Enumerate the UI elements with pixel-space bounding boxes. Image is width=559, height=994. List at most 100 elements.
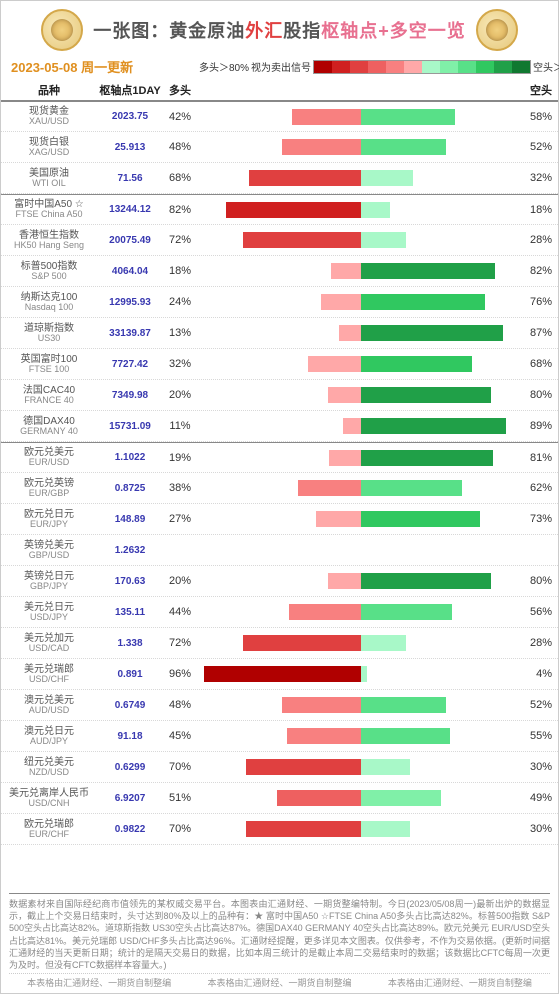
pivot-value: 2023.75 [97,111,163,122]
bar-long [321,294,360,310]
short-pct: 28% [524,637,558,649]
pivot-value: 33139.87 [97,328,163,339]
table-row: 美元兑离岸人民币USD/CNH6.920751%49% [1,783,558,814]
pivot-value: 148.89 [97,514,163,525]
bar-short [361,387,492,403]
instrument-name: 纽元兑美元NZD/USD [1,757,97,778]
pivot-value: 12995.93 [97,297,163,308]
instrument-name: 现货黄金XAU/USD [1,106,97,127]
short-pct: 62% [524,482,558,494]
pivot-value: 135.11 [97,607,163,618]
bar-short [361,604,453,620]
instrument-name: 美元兑离岸人民币USD/CNH [1,788,97,809]
bar-long [282,697,360,713]
pivot-value: 91.18 [97,731,163,742]
bar-long [282,139,360,155]
short-pct: 52% [524,699,558,711]
instrument-name: 欧元兑美元EUR/USD [1,447,97,468]
bar-long [277,790,360,806]
bar-short [361,263,495,279]
legend-long-thresh: 多头＞80% [199,59,249,74]
short-pct: 30% [524,761,558,773]
table-row: 纽元兑美元NZD/USD0.629970%30% [1,752,558,783]
instrument-name: 英镑兑美元GBP/USD [1,540,97,561]
long-pct: 42% [163,111,197,123]
long-pct: 32% [163,358,197,370]
table-row: 欧元兑瑞郎EUR/CHF0.982270%30% [1,814,558,845]
sentiment-bar [197,635,524,651]
bar-long [298,480,360,496]
sentiment-bar [197,325,524,341]
instrument-name: 澳元兑日元AUD/JPY [1,726,97,747]
pivot-value: 71.56 [97,173,163,184]
short-pct: 52% [524,141,558,153]
instrument-name: 美元兑加元USD/CAD [1,633,97,654]
long-pct: 20% [163,575,197,587]
table-row: 澳元兑日元AUD/JPY91.1845%55% [1,721,558,752]
bar-short [361,635,407,651]
pivot-value: 1.1022 [97,452,163,463]
table-row: 现货白银XAG/USD25.91348%52% [1,132,558,163]
bar-long [292,109,361,125]
table-row: 德国DAX40GERMANY 4015731.0911%89% [1,411,558,442]
pivot-value: 13244.12 [97,204,163,215]
pivot-value: 4064.04 [97,266,163,277]
sentiment-bar [197,480,524,496]
sentiment-bar [197,139,524,155]
bar-short [361,480,462,496]
sentiment-bar [197,418,524,434]
bar-short [361,511,480,527]
long-pct: 48% [163,141,197,153]
title-prefix: 一张图： [93,21,169,41]
table-row: 香港恒生指数HK50 Hang Seng20075.4972%28% [1,225,558,256]
short-pct: 28% [524,234,558,246]
table-row: 澳元兑美元AUD/USD0.674948%52% [1,690,558,721]
sentiment-bar [197,790,524,806]
footer: 数据素材来自国际经纪商市值领先的某权威交易平台。本图表由汇通财经、一期货整编特制… [1,889,558,993]
bar-short [361,450,493,466]
bar-long [316,511,360,527]
sentiment-bar [197,170,524,186]
short-pct: 89% [524,420,558,432]
pivot-value: 15731.09 [97,421,163,432]
instrument-name: 欧元兑英镑EUR/GBP [1,478,97,499]
bar-short [361,109,456,125]
col-short: 空头 [524,82,558,98]
sentiment-bar [197,759,524,775]
instrument-name: 道琼斯指数US30 [1,323,97,344]
col-name: 品种 [1,82,97,98]
bar-short [361,728,451,744]
pivot-value: 170.63 [97,576,163,587]
long-pct: 18% [163,265,197,277]
bar-long [339,325,360,341]
short-pct: 58% [524,111,558,123]
bar-long [308,356,360,372]
bar-short [361,666,368,682]
sentiment-bar [197,666,524,682]
table-row: 道琼斯指数US3033139.8713%87% [1,318,558,349]
pivot-value: 7727.42 [97,359,163,370]
table-row: 标普500指数S&P 5004064.0418%82% [1,256,558,287]
long-pct: 96% [163,668,197,680]
bar-long [243,635,361,651]
bar-long [343,418,361,434]
bar-short [361,573,492,589]
bar-long [328,573,361,589]
page-title: 一张图：黄金原油外汇股指枢轴点+多空一览 [93,17,466,43]
title-seg2: 股指 [283,21,321,41]
sentiment-bar [197,697,524,713]
long-pct: 68% [163,172,197,184]
bar-long [287,728,361,744]
instrument-name: 现货白银XAG/USD [1,137,97,158]
instrument-name: 欧元兑日元EUR/JPY [1,509,97,530]
sentiment-bar [197,387,524,403]
long-pct: 44% [163,606,197,618]
bar-short [361,759,410,775]
legend-short-thresh: 空头＞80% [533,59,559,74]
bar-long [328,387,361,403]
col-long: 多头 [163,82,197,98]
col-pivot: 枢轴点1DAY [97,82,163,98]
bar-short [361,697,446,713]
long-pct: 11% [163,420,197,432]
short-pct: 80% [524,575,558,587]
